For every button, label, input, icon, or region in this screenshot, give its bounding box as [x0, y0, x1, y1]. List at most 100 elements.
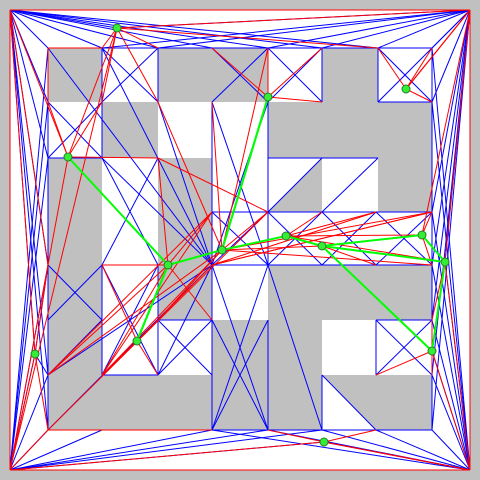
waypoint-node [281, 231, 291, 241]
visibility-edge [47, 249, 223, 376]
triangulation-edge [9, 9, 49, 376]
triangulation-edge [9, 157, 49, 471]
waypoint-node [401, 84, 411, 94]
visibility-edge [101, 264, 169, 376]
triangulation-edge [9, 429, 323, 471]
visibility-edge [116, 27, 379, 49]
visibility-edge [9, 156, 69, 471]
visibility-edge [323, 429, 377, 443]
visibility-edge [9, 441, 325, 471]
waypoint-node [30, 349, 40, 359]
visibility-edge [157, 101, 223, 251]
triangulation-edge [431, 9, 471, 321]
visibility-edge [101, 264, 138, 342]
visibility-edge [211, 101, 223, 251]
triangulation-edge [375, 429, 471, 471]
triangulation-edge [9, 9, 49, 431]
triangulation-edge [9, 47, 49, 471]
triangulation-edge [431, 47, 471, 471]
triangulation-edge [157, 101, 213, 266]
obstacle-block [268, 102, 432, 212]
path-segment [431, 261, 446, 352]
triangulation-edge [9, 9, 379, 49]
waypoint-node [317, 241, 327, 251]
visibility-edge [211, 47, 269, 98]
waypoint-node [417, 230, 427, 240]
triangulation-edge [321, 157, 379, 213]
triangulation-edge [9, 101, 49, 471]
obstacle-block [48, 158, 102, 265]
triangulation-edge [9, 9, 49, 159]
visibility-edge [377, 47, 407, 90]
path-segment [221, 96, 269, 251]
triangulation-edge [157, 9, 471, 49]
path-segment [136, 264, 169, 342]
triangulation-edge [157, 319, 213, 376]
path-segment [221, 235, 287, 251]
visibility-edge [9, 9, 49, 266]
visibility-edges [9, 9, 471, 471]
triangulation-edge [101, 47, 213, 266]
triangulation-edge [431, 9, 471, 103]
triangulation-edge [211, 429, 471, 471]
visibility-edge [101, 249, 223, 376]
visibility-edge [444, 261, 471, 471]
triangulation-edge [101, 47, 159, 103]
triangulation-edge [9, 429, 213, 471]
visibility-edge [405, 47, 433, 90]
path-segment [421, 234, 446, 263]
visibility-edge [9, 429, 49, 471]
visibility-edge [67, 156, 159, 159]
waypoint-nodes [30, 23, 450, 447]
visibility-edge [9, 27, 118, 471]
visibility-edge [221, 211, 269, 251]
triangulation-edge [377, 9, 471, 49]
waypoint-node [427, 346, 437, 356]
triangulation-edge [9, 429, 103, 471]
triangulation-edge [211, 47, 269, 103]
triangulation-edge [431, 9, 471, 49]
visibility-edge [221, 47, 269, 251]
triangulation-edge [9, 9, 49, 49]
triangulation-edge [321, 211, 377, 266]
visibility-edge [267, 429, 325, 443]
visibility-edge [323, 441, 471, 471]
visibility-edge [167, 211, 213, 266]
path-segment [285, 235, 323, 247]
triangulation-edge [431, 9, 471, 266]
triangulation-edge [431, 374, 471, 471]
triangulation-edge [321, 9, 471, 49]
path-segment [321, 234, 423, 247]
triangulation-edge [211, 264, 269, 431]
triangulation-edge [47, 264, 103, 321]
visibility-edge [405, 9, 471, 90]
obstacle-block [322, 48, 378, 102]
triangulation-edge [321, 374, 377, 431]
obstacle-block [102, 102, 158, 158]
visibility-edge [285, 211, 377, 237]
visibility-edge [405, 88, 433, 103]
visibility-edge [34, 264, 49, 355]
path-segment [321, 245, 446, 263]
triangulation-edge [9, 9, 213, 49]
triangulation-edge [431, 9, 471, 213]
triangulation-edge [9, 9, 159, 49]
visibility-edge [67, 27, 118, 158]
visibility-edge [267, 47, 323, 98]
visibility-edge [167, 264, 213, 321]
waypoint-node [319, 437, 329, 447]
visibility-edge [136, 264, 213, 342]
triangulation-edge [431, 319, 471, 471]
waypoint-node [132, 336, 142, 346]
waypoint-node [440, 257, 450, 267]
visibility-edge [157, 157, 269, 213]
visibility-edge [211, 211, 433, 266]
visibility-edge [67, 101, 103, 158]
triangulation-edge [9, 429, 269, 471]
visibility-edge [221, 245, 323, 251]
triangulation-edge [375, 211, 433, 266]
triangulation-edge [101, 157, 213, 266]
triangulation-edge [9, 9, 323, 49]
waypoint-node [263, 92, 273, 102]
triangulation-edge [157, 264, 213, 376]
